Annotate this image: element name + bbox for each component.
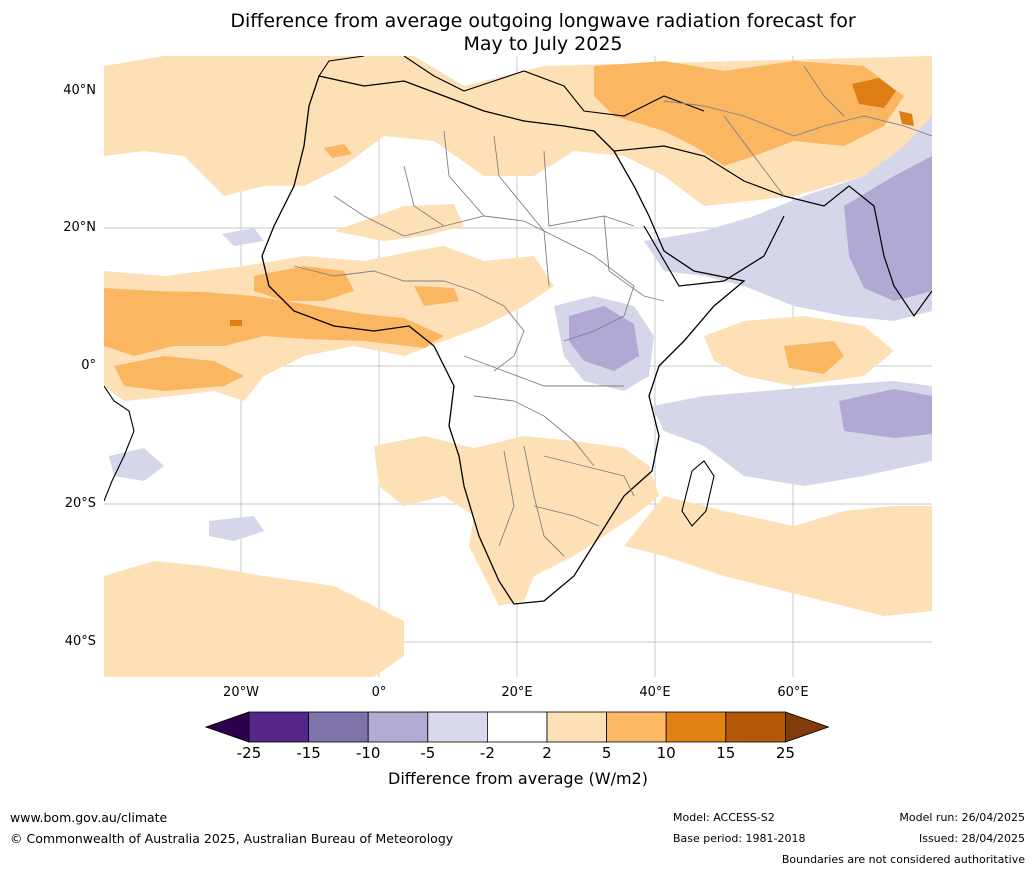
madagascar-coastline (681, 460, 715, 527)
colorbar-tick-label: 25 (775, 744, 795, 762)
colorbar-segment (248, 711, 309, 743)
footer-issued: Issued: 28/04/2025 (918, 832, 1025, 845)
title-line-1: Difference from average outgoing longwav… (230, 10, 856, 32)
colorbar-extend-high (785, 711, 830, 743)
positive-anomaly-strong (230, 78, 914, 326)
colorbar-segment (308, 711, 369, 743)
colorbar-segment (427, 711, 488, 743)
lat-tick-0: 0° (81, 358, 96, 373)
lon-tick-20w: 20°W (223, 685, 259, 700)
south-america-coastline (104, 385, 135, 502)
lon-tick-60e: 60°E (777, 685, 809, 700)
colorbar-extend-low (204, 711, 250, 743)
arabian-peninsula-coastline (643, 215, 785, 287)
colorbar-segment (546, 711, 607, 743)
colorbar-tick-label: 15 (716, 744, 736, 762)
lat-tick-40s: 40°S (64, 634, 96, 649)
map-canvas (104, 56, 932, 677)
colorbar-tick-label: -2 (479, 744, 495, 762)
colorbar-segment (606, 711, 667, 743)
footer-copyright: © Commonwealth of Australia 2025, Austra… (10, 831, 454, 846)
colorbar-tick-label: 2 (542, 744, 552, 762)
lon-tick-20e: 20°E (501, 685, 533, 700)
europe-coastline (318, 56, 705, 117)
footer-model-run: Model run: 26/04/2025 (899, 811, 1025, 824)
colorbar-tick-label: -25 (236, 744, 262, 762)
map-title: Difference from average outgoing longwav… (130, 10, 956, 56)
colorbar-segment (665, 711, 727, 743)
colorbar-segment (486, 711, 548, 743)
arabia-india-coastline (613, 145, 932, 318)
footer-base-period: Base period: 1981-2018 (673, 832, 806, 845)
lat-tick-40n: 40°N (63, 83, 96, 98)
colorbar-tick-label: 10 (656, 744, 676, 762)
forecast-map (104, 56, 932, 677)
lat-tick-20s: 20°S (64, 496, 96, 511)
country-borders (293, 65, 932, 557)
colorbar-tick-label: -15 (296, 744, 321, 762)
colorbar-tick-label: -10 (355, 744, 381, 762)
africa-coastline (261, 75, 746, 605)
positive-anomaly-medium (104, 61, 904, 391)
colorbar (204, 711, 830, 747)
footer-model: Model: ACCESS-S2 (673, 811, 775, 824)
footer-disclaimer: Boundaries are not considered authoritat… (781, 853, 1025, 866)
colorbar-segment (367, 711, 429, 743)
lon-tick-0: 0° (371, 685, 387, 700)
title-line-2: May to July 2025 (463, 33, 623, 55)
colorbar-tick-label: 5 (601, 744, 612, 762)
lat-tick-20n: 20°N (63, 220, 96, 235)
negative-anomaly-medium (569, 156, 932, 438)
colorbar-segment (725, 711, 786, 743)
colorbar-tick-label: -5 (420, 744, 436, 762)
colorbar-title: Difference from average (W/m2) (388, 769, 648, 788)
lon-tick-40e: 40°E (639, 685, 671, 700)
colorbar-svg (204, 711, 830, 743)
footer-website: www.bom.gov.au/climate (10, 810, 168, 825)
